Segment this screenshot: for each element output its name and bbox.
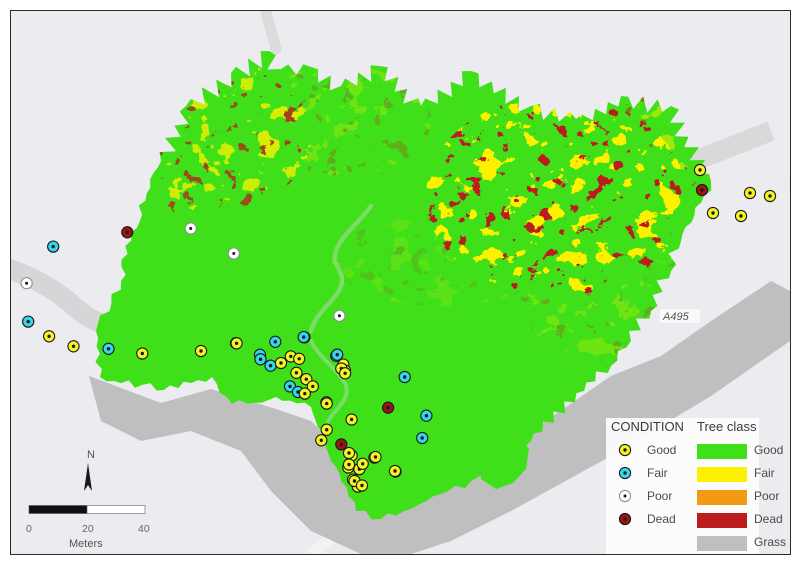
svg-text:Fair: Fair (647, 466, 668, 480)
svg-text:Poor: Poor (754, 489, 779, 503)
svg-text:CONDITION: CONDITION (611, 419, 684, 434)
svg-text:20: 20 (82, 523, 94, 535)
svg-text:Tree class: Tree class (697, 419, 757, 434)
svg-text:N: N (87, 449, 95, 461)
svg-text:Good: Good (647, 443, 676, 457)
svg-text:Good: Good (754, 443, 783, 457)
svg-text:Fair: Fair (754, 466, 775, 480)
svg-text:Grass: Grass (754, 535, 786, 549)
svg-text:Meters: Meters (69, 538, 103, 550)
svg-text:40: 40 (138, 523, 150, 535)
svg-text:Dead: Dead (754, 512, 783, 526)
svg-text:Poor: Poor (647, 489, 672, 503)
svg-text:0: 0 (26, 523, 32, 535)
svg-text:Dead: Dead (647, 512, 676, 526)
svg-text:A495: A495 (662, 311, 690, 323)
